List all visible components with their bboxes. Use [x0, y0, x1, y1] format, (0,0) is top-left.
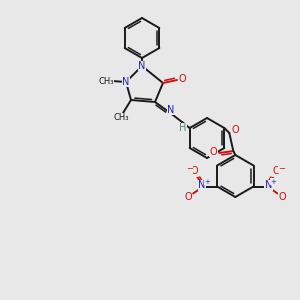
- Text: O: O: [178, 74, 186, 84]
- Text: N: N: [198, 181, 206, 190]
- Text: N: N: [167, 105, 175, 115]
- Text: −: −: [186, 164, 193, 173]
- Text: N: N: [138, 61, 146, 71]
- Text: O: O: [209, 147, 217, 157]
- Text: O: O: [184, 193, 192, 202]
- Text: O: O: [232, 125, 239, 135]
- Text: CH₃: CH₃: [98, 76, 114, 85]
- Text: −: −: [278, 164, 285, 173]
- Text: O: O: [190, 167, 198, 176]
- Text: +: +: [204, 178, 210, 184]
- Text: O: O: [273, 167, 280, 176]
- Text: CH₃: CH₃: [113, 113, 129, 122]
- Text: O: O: [279, 193, 286, 202]
- Text: N: N: [265, 181, 272, 190]
- Text: +: +: [271, 178, 276, 184]
- Text: H: H: [179, 123, 187, 133]
- Text: N: N: [122, 77, 130, 87]
